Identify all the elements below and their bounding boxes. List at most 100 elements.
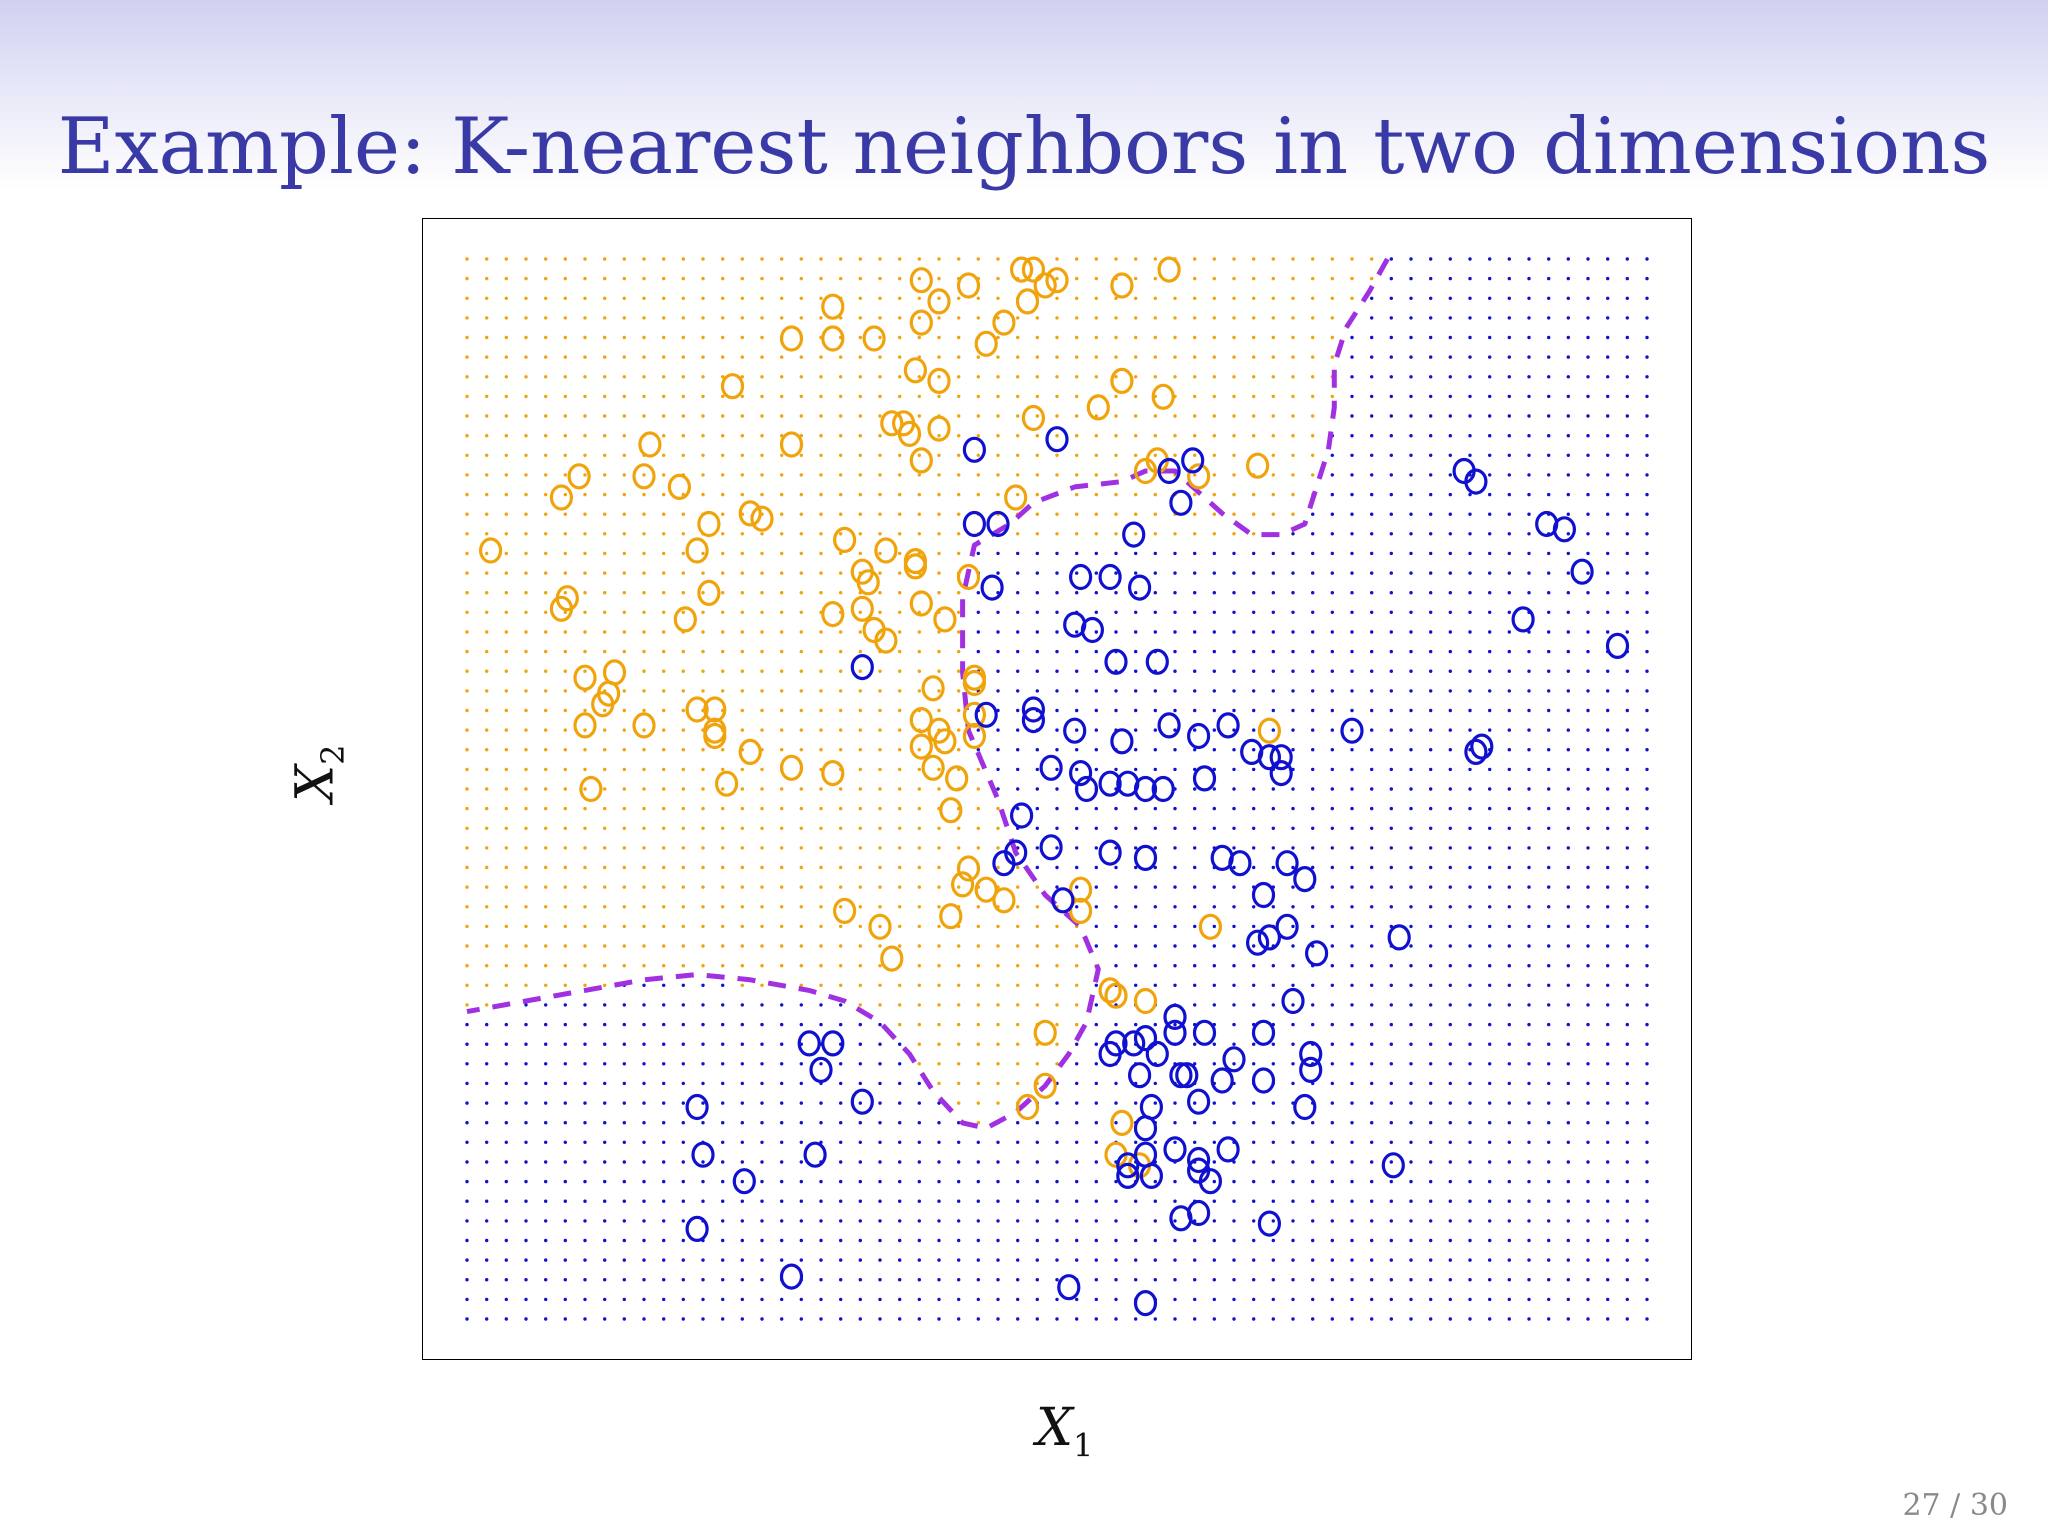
grid-dot bbox=[622, 434, 626, 438]
grid-dot bbox=[1114, 394, 1118, 399]
grid-dot bbox=[485, 1297, 489, 1302]
grid-dot bbox=[603, 512, 607, 516]
grid-dot bbox=[1448, 1081, 1453, 1086]
grid-dot bbox=[1625, 355, 1630, 359]
grid-dot bbox=[465, 453, 469, 457]
grid-dot bbox=[603, 1003, 607, 1007]
grid-dot bbox=[1035, 846, 1039, 850]
grid-dot bbox=[1429, 610, 1433, 614]
grid-dot bbox=[1527, 649, 1531, 654]
grid-dot bbox=[760, 924, 764, 929]
grid-dot bbox=[721, 1062, 725, 1066]
orange-point bbox=[903, 357, 927, 384]
grid-dot bbox=[1488, 1003, 1492, 1007]
grid-dot bbox=[662, 1062, 666, 1066]
grid-dot bbox=[937, 453, 941, 457]
grid-dot bbox=[957, 846, 961, 850]
grid-dot bbox=[1193, 1140, 1197, 1144]
grid-dot bbox=[1370, 767, 1374, 772]
grid-dot bbox=[583, 434, 587, 438]
grid-dot bbox=[878, 1160, 882, 1164]
grid-dot bbox=[524, 296, 528, 300]
grid-dot bbox=[1330, 1179, 1334, 1184]
grid-dot bbox=[622, 551, 626, 556]
grid-dot bbox=[1370, 669, 1374, 673]
grid-dot bbox=[1409, 1062, 1413, 1066]
grid-dot bbox=[1232, 610, 1236, 614]
grid-dot bbox=[465, 610, 469, 614]
grid-dot bbox=[760, 983, 764, 987]
grid-dot bbox=[740, 375, 744, 379]
grid-dot bbox=[1271, 865, 1275, 870]
grid-dot bbox=[1075, 296, 1079, 300]
grid-dot bbox=[1429, 964, 1433, 968]
grid-dot bbox=[917, 885, 921, 889]
grid-dot bbox=[1016, 532, 1020, 536]
grid-dot bbox=[1586, 1121, 1590, 1125]
grid-dot bbox=[1527, 316, 1531, 320]
grid-dot bbox=[996, 453, 1000, 457]
grid-dot bbox=[1252, 689, 1256, 693]
grid-dot bbox=[799, 355, 803, 359]
blue-point bbox=[1281, 987, 1305, 1015]
grid-dot bbox=[996, 787, 1000, 791]
grid-dot bbox=[1330, 1022, 1334, 1027]
grid-dot bbox=[858, 924, 862, 929]
grid-dot bbox=[642, 1121, 646, 1125]
grid-dot bbox=[1350, 826, 1354, 830]
grid-dot bbox=[1606, 806, 1610, 811]
grid-dot bbox=[583, 257, 587, 261]
blue-point bbox=[685, 1093, 709, 1121]
grid-dot bbox=[721, 748, 725, 752]
orange-point bbox=[927, 367, 951, 394]
grid-dot bbox=[996, 1219, 1000, 1223]
grid-dot bbox=[1566, 689, 1571, 693]
grid-dot bbox=[504, 1022, 508, 1027]
grid-dot bbox=[1271, 689, 1275, 693]
grid-dot bbox=[1153, 1278, 1157, 1282]
grid-dot bbox=[701, 571, 705, 575]
grid-dot bbox=[1212, 414, 1216, 418]
grid-dot bbox=[1566, 473, 1571, 477]
blue-point bbox=[779, 1263, 804, 1290]
grid-dot bbox=[917, 414, 921, 418]
grid-dot bbox=[701, 1081, 705, 1086]
orange-point bbox=[632, 463, 656, 490]
grid-dot bbox=[1094, 335, 1098, 340]
grid-dot bbox=[1625, 1062, 1630, 1066]
grid-dot bbox=[819, 865, 823, 870]
grid-dot bbox=[799, 1219, 803, 1223]
grid-dot bbox=[1291, 689, 1295, 693]
grid-dot bbox=[1271, 257, 1275, 261]
grid-dot bbox=[1389, 708, 1393, 713]
grid-dot bbox=[1566, 414, 1571, 418]
grid-dot bbox=[1468, 826, 1472, 830]
grid-dot bbox=[1212, 708, 1216, 713]
blue-point bbox=[962, 510, 987, 538]
grid-dot bbox=[957, 1081, 961, 1086]
grid-dot bbox=[839, 375, 843, 379]
grid-dot bbox=[1389, 276, 1393, 281]
grid-dot bbox=[1625, 1238, 1630, 1243]
blue-point bbox=[1605, 632, 1630, 659]
grid-dot bbox=[603, 924, 607, 929]
grid-dot bbox=[1527, 1297, 1531, 1302]
grid-dot bbox=[819, 571, 823, 575]
grid-dot bbox=[1448, 630, 1453, 634]
grid-dot bbox=[681, 1258, 685, 1262]
grid-dot bbox=[681, 1121, 685, 1125]
grid-dot bbox=[642, 865, 646, 870]
grid-dot bbox=[878, 787, 882, 791]
grid-dot bbox=[1193, 728, 1197, 732]
grid-dot bbox=[1645, 355, 1649, 359]
grid-dot bbox=[1350, 591, 1354, 595]
grid-dot bbox=[1212, 787, 1216, 791]
grid-dot bbox=[1409, 551, 1413, 556]
grid-dot bbox=[1625, 767, 1630, 772]
grid-dot bbox=[563, 1219, 567, 1223]
grid-dot bbox=[1389, 806, 1393, 811]
grid-dot bbox=[681, 1317, 685, 1321]
grid-dot bbox=[1586, 1278, 1590, 1282]
grid-dot bbox=[1291, 1238, 1295, 1243]
grid-dot bbox=[622, 1317, 626, 1321]
